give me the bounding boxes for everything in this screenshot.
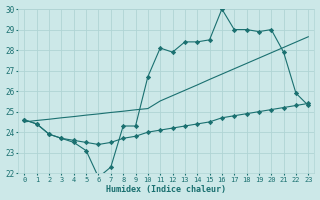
X-axis label: Humidex (Indice chaleur): Humidex (Indice chaleur) bbox=[106, 185, 226, 194]
